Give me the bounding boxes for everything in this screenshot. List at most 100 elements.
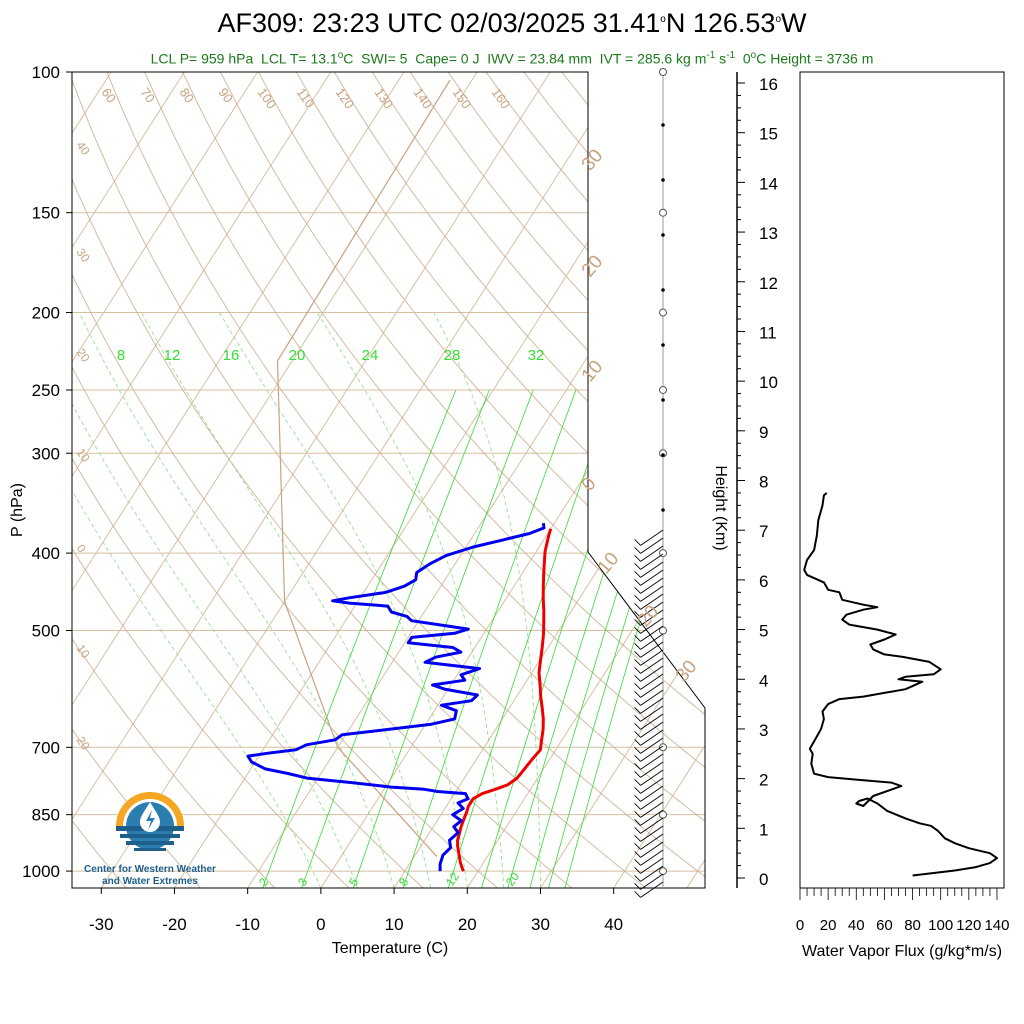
wind-barb (640, 705, 664, 722)
wind-barb (640, 761, 664, 778)
flux-x-tick-label: 20 (820, 917, 837, 934)
cw3e-logo-icon (116, 792, 184, 853)
skew-plot-area (72, 72, 705, 888)
height-tick-label: 0 (759, 870, 768, 889)
left-isotherm-label: 20 (74, 346, 93, 365)
wind-barb-flag (634, 675, 641, 682)
y-tick-label: 200 (32, 304, 60, 323)
wind-barb-flag (634, 763, 641, 770)
dry-adiabat-line (72, 72, 276, 888)
wind-barb (640, 553, 664, 570)
wind-barb (640, 585, 664, 602)
wind-barb-flag (634, 771, 641, 778)
sounding-stats: LCL P= 959 hPa LCL T= 13.1oC SWI= 5 Cape… (0, 50, 1024, 67)
wind-barb-flag (634, 731, 641, 738)
mixing-ratio-line (548, 389, 699, 888)
wind-dot (661, 508, 665, 512)
wind-barb-flag (634, 747, 641, 754)
isotherm-line (72, 72, 551, 888)
wind-dot (661, 288, 665, 292)
wind-barb-flag (634, 835, 641, 842)
wind-calm-circle (659, 68, 667, 76)
wind-barb (640, 849, 664, 866)
dry-adiabat-line (371, 72, 705, 888)
wind-barb-flag (634, 651, 641, 658)
height-tick-label: 6 (759, 572, 768, 591)
y-tick-label: 250 (32, 381, 60, 400)
wind-barb-flag (634, 883, 641, 890)
wind-barb-flag (634, 571, 641, 578)
stats-sup2: -1 (726, 50, 736, 61)
isotherm-label: 90 (216, 85, 237, 105)
wind-barb-flag (634, 803, 641, 810)
title-degree-symbol-2: o (775, 14, 782, 25)
isotherm-label: 120 (333, 85, 358, 111)
mixing-ratio-label: 8 (117, 347, 125, 364)
y-tick-label: 100 (32, 63, 60, 82)
flux-x-tick-label: 120 (956, 917, 981, 934)
dry-adiabat-line (295, 72, 705, 888)
x-tick-label: -20 (162, 915, 187, 934)
isotherm-label: 160 (489, 85, 514, 111)
logo-text: Center for Western Weather and Water Ext… (70, 864, 230, 888)
wind-barb-flag (634, 627, 641, 634)
wind-barb-flag (634, 603, 641, 610)
x-tick-label: 30 (531, 915, 550, 934)
wind-barb (640, 561, 664, 578)
wind-barb (640, 865, 664, 882)
right-isotherm-label: 0 (578, 474, 601, 496)
wind-barb (640, 577, 664, 594)
y-tick-label: 400 (32, 544, 60, 563)
x-tick-label: 40 (604, 915, 623, 934)
wind-barb-flag (634, 811, 641, 818)
wind-dot (661, 123, 665, 127)
right-isotherm-label: 30 (672, 657, 702, 687)
mixing-ratio-line (262, 389, 457, 888)
wind-barb (640, 545, 664, 562)
wind-barb-flag (634, 755, 641, 762)
wind-barb-flag (634, 819, 641, 826)
dry-adiabat-line (72, 72, 647, 888)
temperature-series-line (456, 528, 553, 872)
wind-barb (640, 793, 664, 810)
isotherm-line (100, 72, 624, 888)
x-tick-label: 10 (385, 915, 404, 934)
isotherm-line (72, 72, 258, 888)
wind-barb-flag (634, 539, 641, 546)
right-isotherm-label: 30 (578, 146, 608, 176)
isotherm-label: 150 (450, 85, 475, 111)
isotherm-line (72, 72, 405, 888)
wind-barb (640, 801, 664, 818)
wind-barb (640, 785, 664, 802)
title-lat-suffix: N 126.53 (665, 8, 776, 38)
stats-part5: C Height = 3736 m (756, 50, 874, 67)
wind-barb (640, 537, 664, 554)
mixing-ratio-line (481, 389, 643, 888)
height-tick-label: 3 (759, 721, 768, 740)
isotherm-line (72, 72, 478, 888)
dry-adiabat-line (106, 72, 705, 888)
wind-barb (640, 713, 664, 730)
wind-barb (640, 881, 664, 898)
height-tick-label: 8 (759, 473, 768, 492)
wind-barb (640, 841, 664, 858)
wind-barb-flag (634, 595, 641, 602)
height-axis-title: Height (Km) (712, 465, 729, 550)
left-isotherm-label: 20 (74, 734, 93, 753)
moist-adiabat-line (433, 312, 541, 888)
wind-barb (640, 529, 664, 546)
wind-barb-flag (634, 635, 641, 642)
wind-barb (640, 633, 664, 650)
y-tick-label: 850 (32, 806, 60, 825)
wind-barb-flag (634, 699, 641, 706)
x-axis-title: Temperature (C) (332, 940, 448, 957)
flux-panel-frame (799, 71, 1005, 889)
wind-barb-flag (634, 587, 641, 594)
wind-barb-flag (634, 715, 641, 722)
mixing-ratio-bottom-label: 5 (346, 875, 361, 889)
wind-barb-flag (634, 851, 641, 858)
stats-part4: 0 (735, 50, 751, 67)
wind-barb (640, 649, 664, 666)
flux-x-tick-label: 0 (796, 917, 804, 934)
